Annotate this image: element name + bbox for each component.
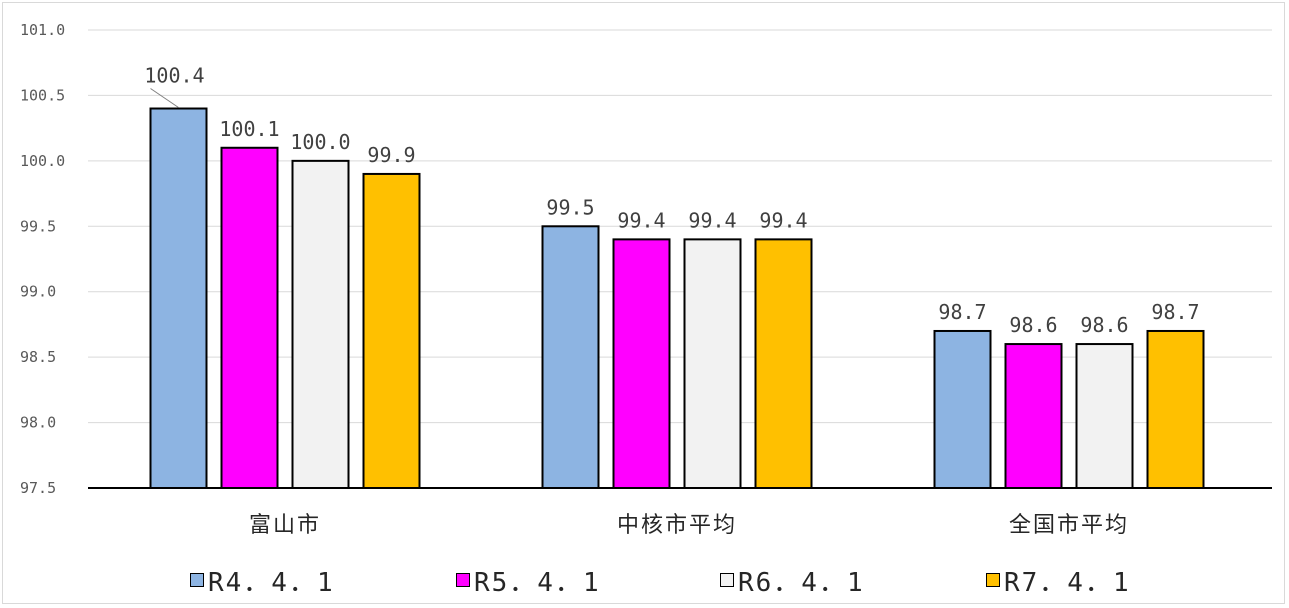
x-category-label: 全国市平均: [1009, 513, 1129, 538]
bar: [933, 329, 992, 489]
legend-swatch-icon: [456, 573, 470, 587]
bar: [1075, 343, 1134, 489]
bar: [612, 238, 671, 489]
bar: [291, 159, 350, 489]
data-label: 100.0: [290, 130, 350, 154]
bar: [541, 225, 600, 490]
legend-swatch-icon: [986, 573, 1000, 587]
y-tick-label: 98.5: [20, 348, 56, 366]
bar: [149, 107, 208, 489]
legend-item-r7: R7．4．1: [986, 562, 1131, 598]
bar: [754, 238, 813, 489]
legend-swatch-icon: [720, 573, 734, 587]
data-label: 99.4: [617, 208, 665, 232]
data-label: 99.5: [546, 195, 594, 219]
legend-swatch-icon: [190, 573, 204, 587]
bar-chart: 97.5 98.0 98.5 99.0 99.5 100.0 100.5 101.0 100.4…: [20, 21, 1272, 538]
y-tick-label: 97.5: [20, 479, 56, 497]
y-tick-label: 101.0: [20, 21, 65, 39]
bar: [683, 238, 742, 489]
x-category-label: 中核市平均: [617, 513, 737, 538]
y-tick-label: 100.0: [20, 152, 65, 170]
data-label: 99.9: [367, 143, 415, 167]
bar: [1146, 329, 1205, 489]
leader-line: [150, 88, 179, 108]
legend-label: R4．4．1: [208, 567, 335, 598]
legend-item-r6: R6．4．1: [720, 562, 865, 598]
data-label: 100.1: [219, 117, 279, 141]
y-tick-label: 100.5: [20, 86, 65, 104]
legend-item-r4: R4．4．1: [190, 562, 335, 598]
bar: [1004, 343, 1063, 489]
data-label: 99.4: [688, 208, 736, 232]
bar: [220, 146, 279, 489]
legend-label: R5．4．1: [474, 567, 601, 598]
x-category-label: 富山市: [249, 513, 321, 538]
data-label: 98.6: [1080, 313, 1128, 337]
y-tick-label: 98.0: [20, 414, 56, 432]
bar: [362, 172, 421, 489]
data-label: 99.4: [759, 208, 807, 232]
legend-label: R6．4．1: [738, 567, 865, 598]
legend-item-r5: R5．4．1: [456, 562, 601, 598]
y-tick-label: 99.0: [20, 283, 56, 301]
data-label: 98.6: [1009, 313, 1057, 337]
data-label: 98.7: [938, 300, 986, 324]
legend: R4．4．1 R5．4．1 R6．4．1 R7．4．1: [0, 562, 1289, 598]
legend-label: R7．4．1: [1004, 567, 1131, 598]
data-label: 100.4: [144, 64, 204, 88]
y-tick-label: 99.5: [20, 217, 56, 235]
data-label: 98.7: [1151, 300, 1199, 324]
